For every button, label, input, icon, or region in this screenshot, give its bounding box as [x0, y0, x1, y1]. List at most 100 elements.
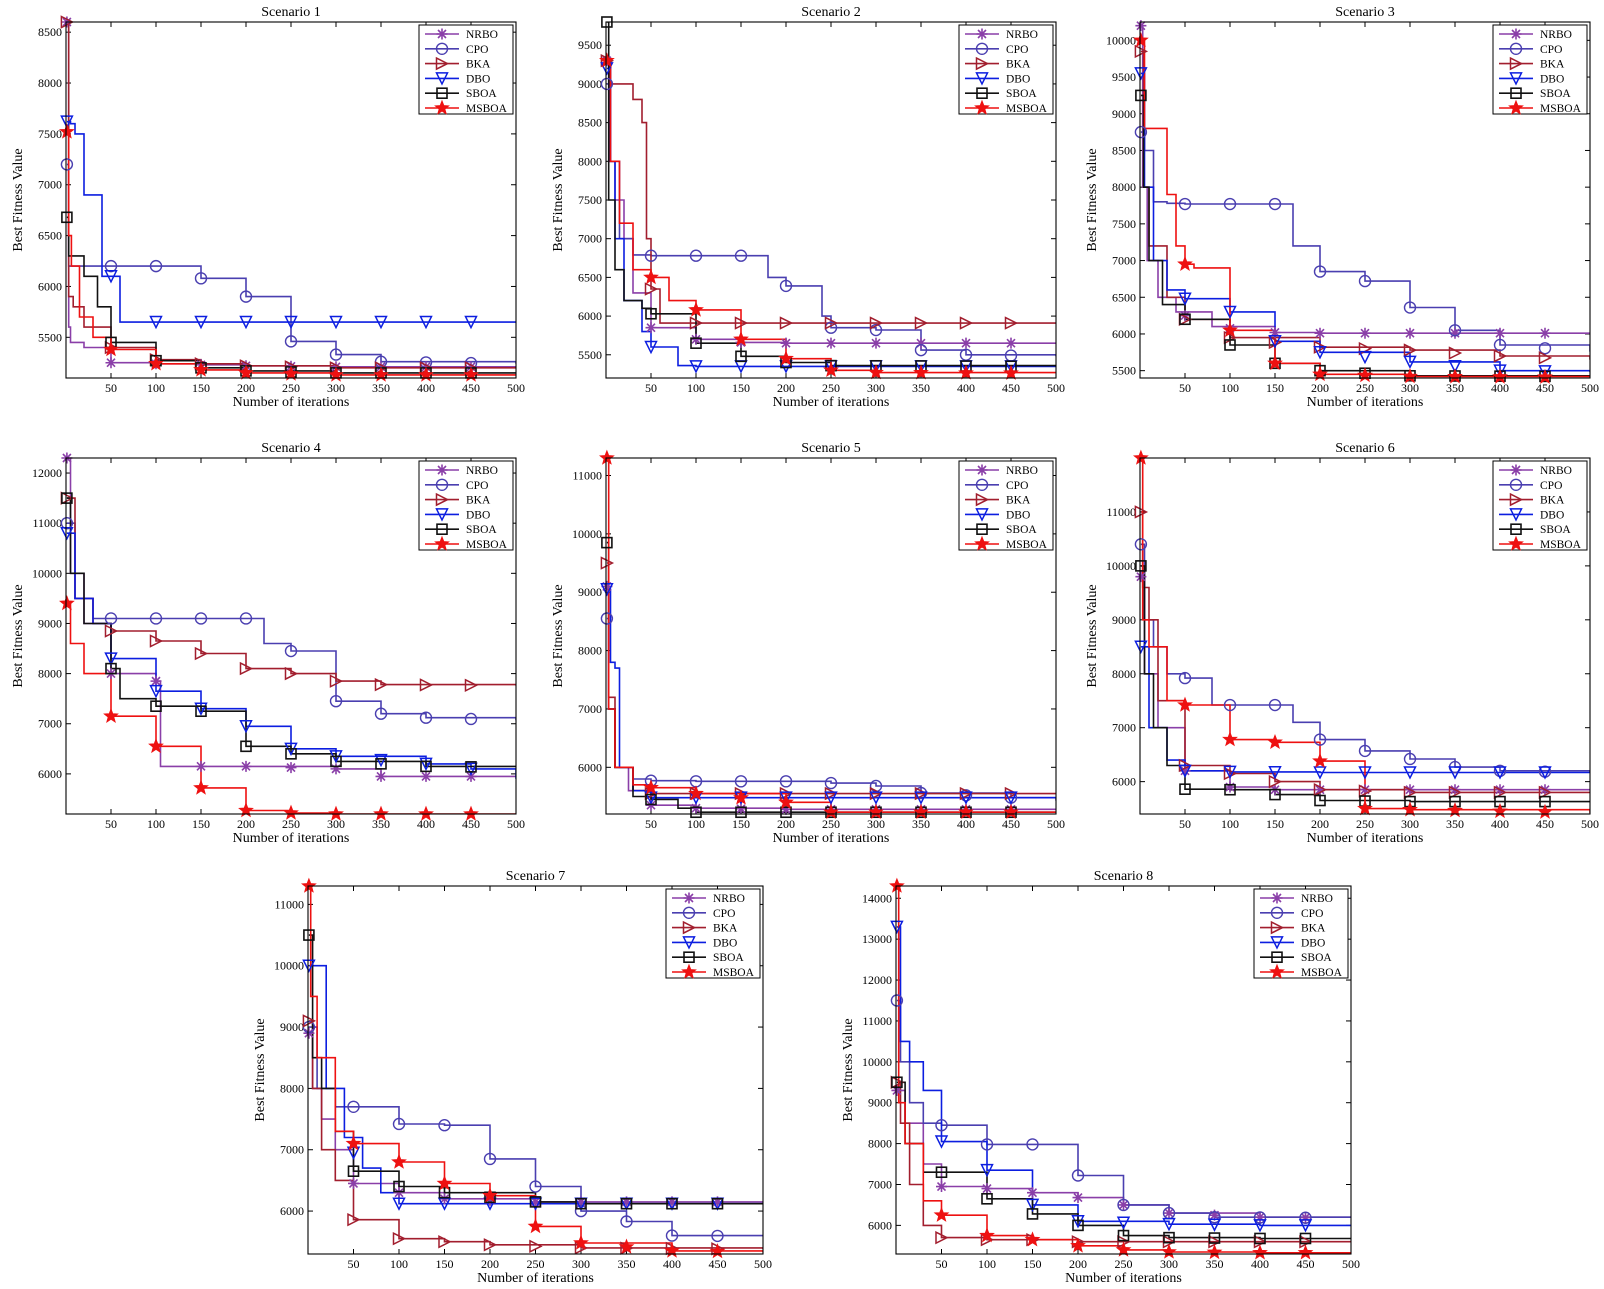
chart-title: Scenario 1: [261, 5, 320, 20]
series-point-nrbo: [1404, 327, 1416, 339]
series-point-msboa: [103, 341, 119, 357]
x-tick-label: 350: [1446, 817, 1464, 831]
series-point-msboa: [1161, 1243, 1177, 1259]
series-point-msboa: [436, 1175, 453, 1191]
legend-marker-nrbo: [683, 892, 695, 904]
series-point-dbo: [104, 270, 118, 284]
legend-marker-sboa: [683, 951, 695, 964]
series-point-cpo: [734, 249, 748, 262]
legend-marker-nrbo: [1510, 464, 1522, 476]
legend-label-nrbo: NRBO: [713, 893, 745, 905]
series-point-cpo: [104, 259, 118, 273]
series-point-sboa: [1224, 783, 1236, 796]
legend-marker-cpo: [435, 478, 449, 491]
series-point-bka: [824, 316, 839, 330]
series-line-bka: [66, 22, 516, 369]
series-point-msboa: [599, 449, 615, 465]
series-point-cpo: [194, 272, 208, 285]
series-point-nrbo: [690, 802, 702, 814]
series-point-bka: [1134, 44, 1149, 59]
series-line-dbo: [66, 532, 516, 779]
x-tick-label: 200: [481, 1257, 499, 1271]
series-point-msboa: [618, 1238, 635, 1254]
legend-marker-dbo: [1270, 936, 1284, 950]
y-tick-label: 5500: [38, 330, 62, 344]
series-point-dbo: [1313, 766, 1327, 780]
plot-frame: [605, 457, 1057, 815]
y-tick-label: 7000: [38, 717, 62, 731]
series-point-cpo: [347, 1100, 360, 1114]
series-point-dbo: [689, 360, 703, 374]
series-point-dbo: [959, 791, 973, 805]
chart-panel-8: Scenario 8 50 100 150 200 250 300 350 400 450 500 6…: [841, 869, 1360, 1286]
series-point-bka: [600, 556, 615, 570]
series-point-dbo: [104, 652, 118, 666]
series-point-sboa: [711, 1197, 724, 1210]
series-point-cpo: [779, 775, 793, 788]
x-tick-label: 200: [1069, 1257, 1087, 1271]
series-point-dbo: [644, 791, 658, 805]
chart-panel-4: Scenario 4 50 100 150 200 250 300 350 400 450 500 6…: [11, 441, 525, 846]
series-point-dbo: [1134, 640, 1148, 654]
y-tick-label: 6500: [1112, 290, 1136, 304]
y-tick-label: 9000: [280, 1020, 304, 1034]
series-point-msboa: [958, 803, 974, 819]
series-line-dbo: [1140, 646, 1590, 774]
legend-marker-nrbo: [436, 28, 448, 40]
legend-marker-bka: [975, 492, 990, 507]
series-point-dbo: [1223, 305, 1237, 320]
legend-label-bka: BKA: [1301, 923, 1326, 935]
x-tick-label: 350: [912, 817, 930, 831]
legend: NRBO CPO BKA DBO SBOA MSBOA: [665, 888, 761, 979]
series-point-bka: [438, 1235, 452, 1249]
x-tick-label: 350: [1206, 1257, 1224, 1271]
legend-box: [665, 888, 761, 979]
series-point-nrbo: [1027, 1187, 1038, 1199]
legend-label-sboa: SBOA: [466, 88, 497, 100]
x-tick-label: 150: [436, 1257, 454, 1271]
x-tick-label: 350: [372, 817, 390, 831]
series-point-dbo: [528, 1197, 543, 1211]
legend-marker-bka: [1509, 56, 1524, 71]
series-point-sboa: [1135, 89, 1147, 102]
legend: NRBO CPO BKA DBO SBOA MSBOA: [1253, 888, 1349, 979]
series-point-msboa: [1267, 354, 1283, 371]
series-point-dbo: [1207, 1218, 1222, 1232]
x-tick-label: 250: [822, 817, 840, 831]
y-tick-label: 8500: [38, 25, 62, 39]
series-point-dbo: [890, 920, 904, 935]
y-axis-label: Best Fitness Value: [1085, 148, 1100, 251]
series-line-bka: [606, 562, 1056, 795]
series-point-dbo: [1268, 765, 1282, 780]
series-point-bka: [302, 1014, 317, 1028]
series-point-msboa: [1206, 1244, 1223, 1260]
series-point-cpo: [329, 694, 343, 708]
legend-label-dbo: DBO: [466, 509, 490, 521]
legend-label-dbo: DBO: [1006, 509, 1030, 521]
y-tick-label: 6500: [578, 270, 602, 284]
series-point-dbo: [60, 115, 74, 129]
x-tick-label: 100: [390, 1257, 408, 1271]
x-tick-label: 350: [618, 1257, 636, 1271]
series-point-bka: [1313, 783, 1328, 797]
x-tick-label: 150: [192, 817, 210, 831]
series-point-cpo: [1026, 1138, 1039, 1151]
series-point-dbo: [914, 791, 928, 805]
series-point-msboa: [778, 793, 794, 810]
series-point-nrbo: [735, 803, 747, 815]
series-point-cpo: [284, 644, 298, 658]
y-tick-label: 5500: [1112, 364, 1136, 378]
series-point-msboa: [1537, 368, 1553, 384]
x-tick-label: 300: [867, 817, 885, 831]
legend-marker-msboa: [1508, 535, 1524, 551]
series-line-sboa: [1140, 565, 1590, 803]
series-point-nrbo: [915, 337, 927, 349]
series-point-msboa: [1070, 1237, 1086, 1253]
legend-marker-nrbo: [976, 464, 988, 476]
legend-label-sboa: SBOA: [466, 524, 497, 536]
series-point-cpo: [239, 612, 253, 625]
legend-label-nrbo: NRBO: [466, 465, 498, 477]
plot-frame: [895, 885, 1352, 1255]
x-tick-label: 50: [1179, 381, 1191, 395]
series-point-msboa: [868, 364, 884, 380]
